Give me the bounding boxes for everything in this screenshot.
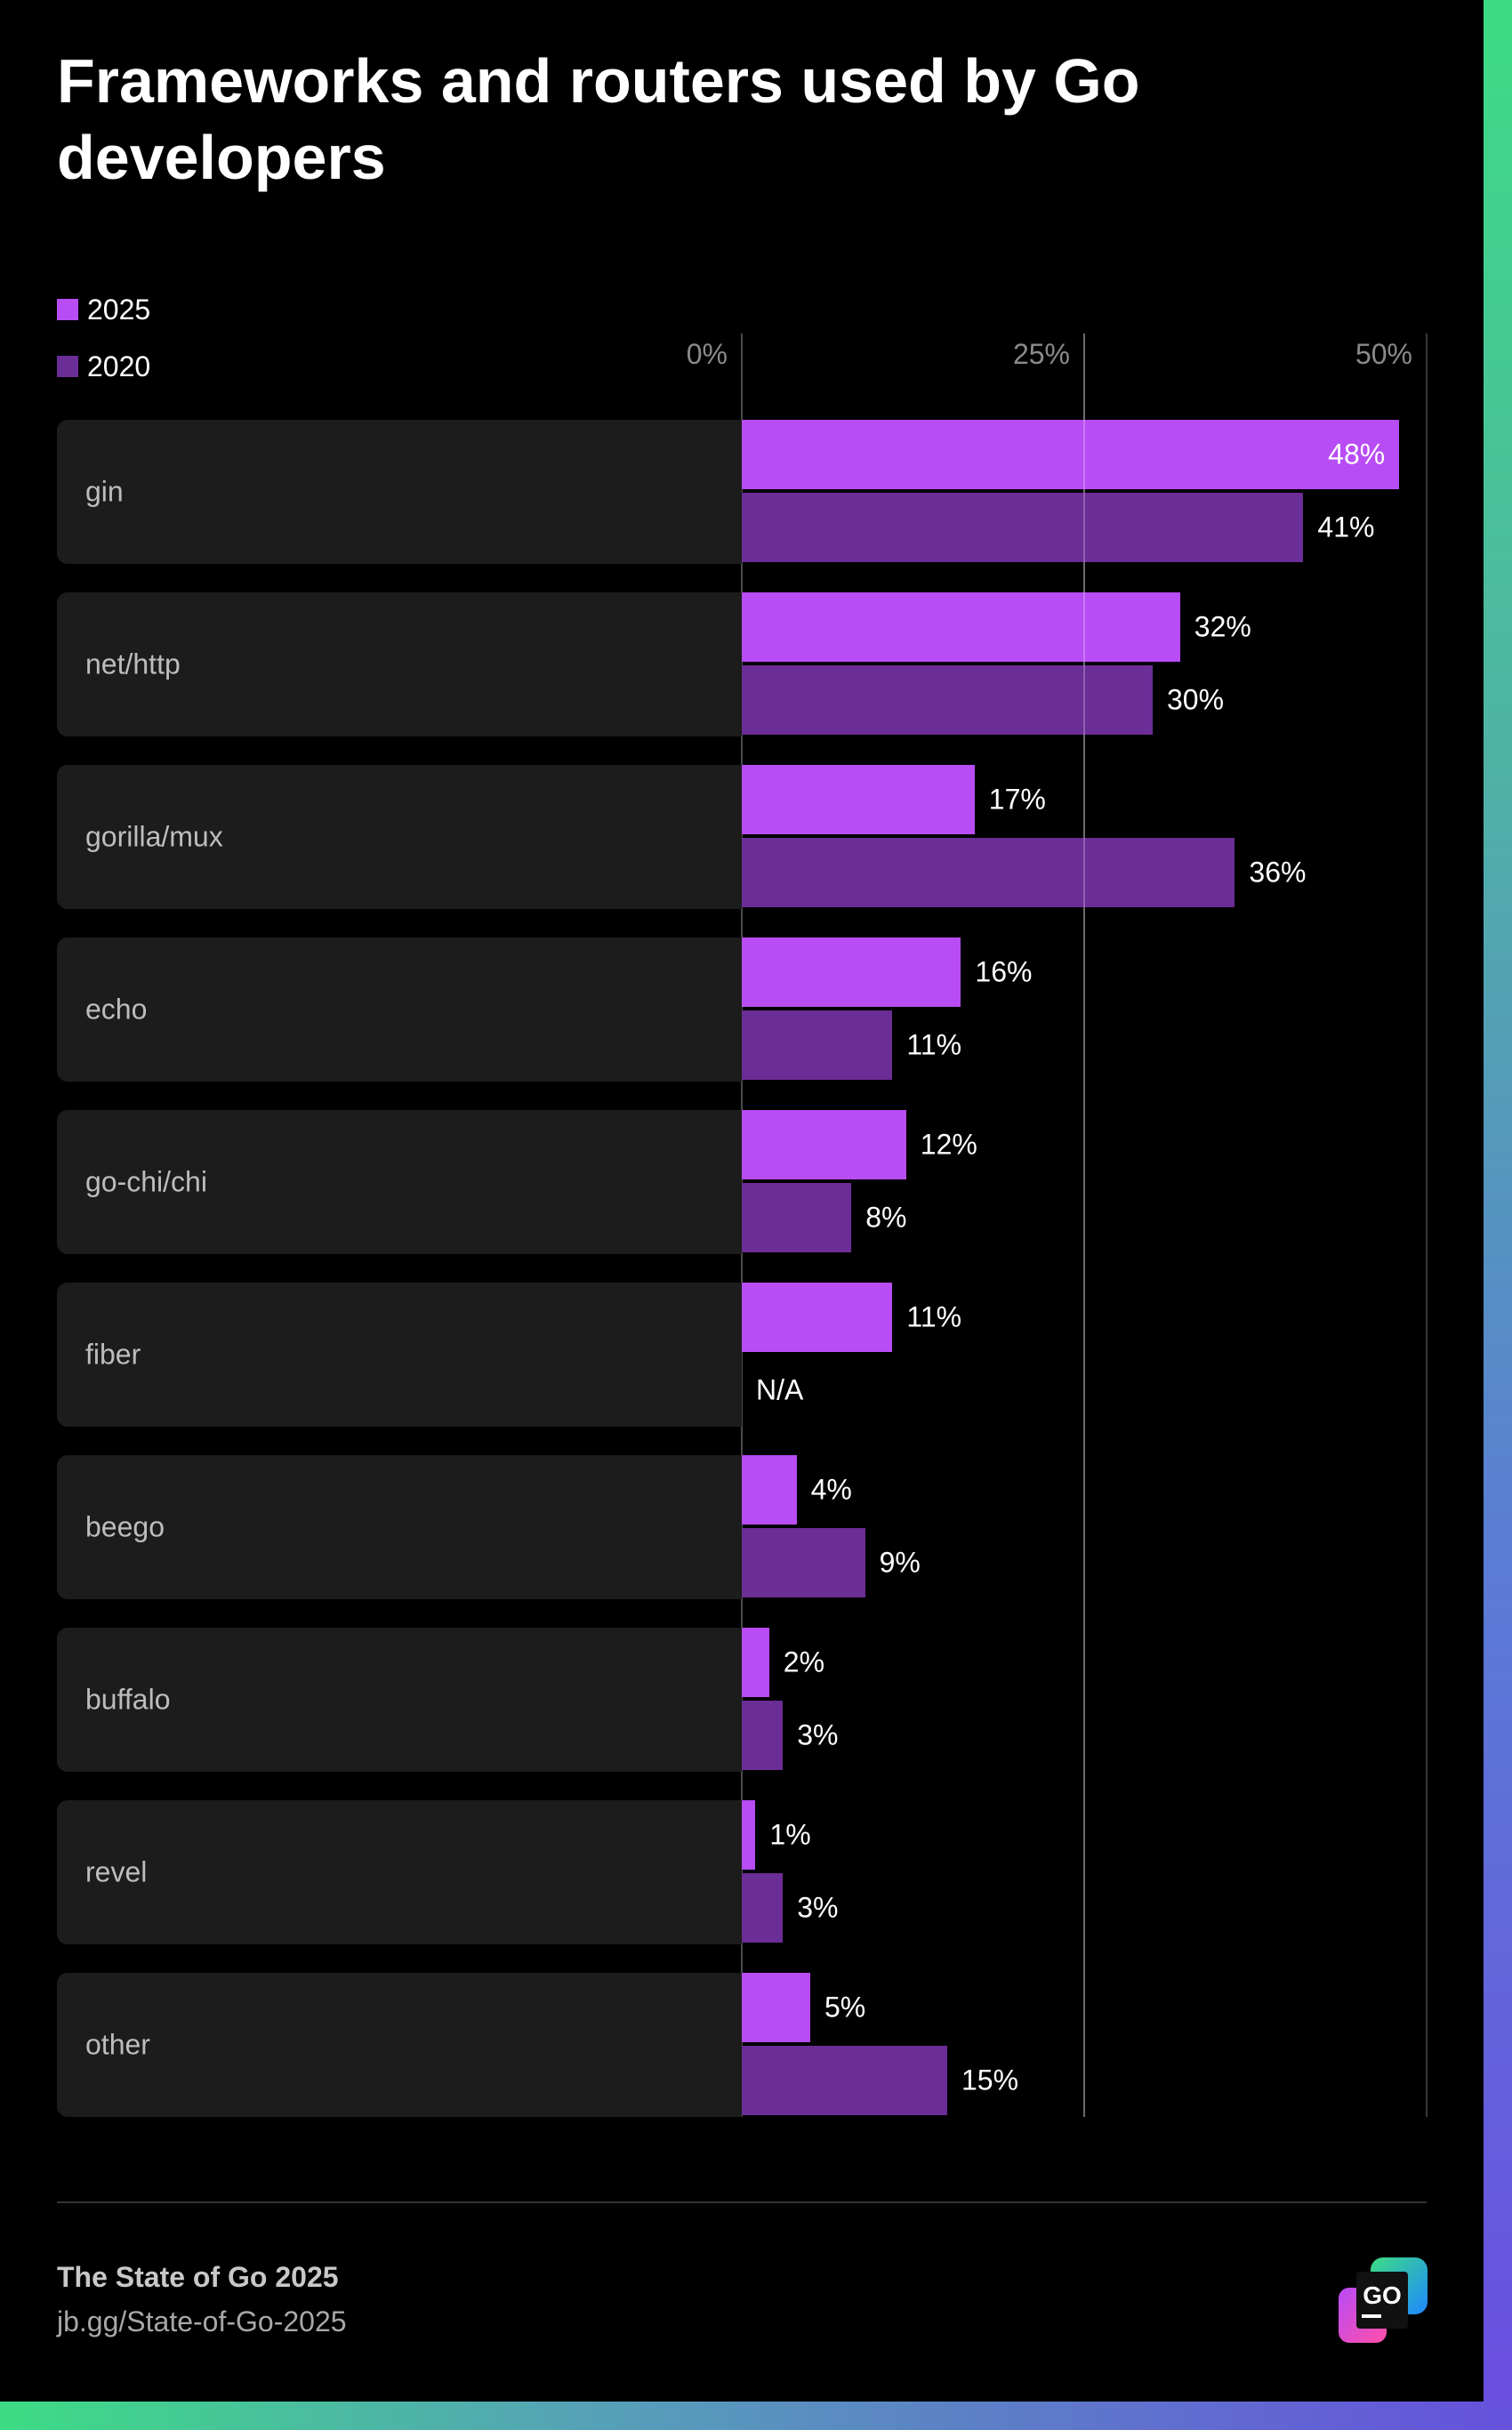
legend-swatch-2025 [57, 299, 78, 320]
bar-value-label-2025: 32% [1194, 610, 1251, 643]
gridline-overlay [1083, 334, 1085, 2117]
category-row-bg [57, 937, 742, 1082]
legend-item-2025: 2025 [57, 281, 150, 338]
legend-item-2020: 2020 [57, 338, 150, 395]
bar-2025 [742, 420, 1400, 489]
bar-value-label-2025: 1% [769, 1818, 811, 1851]
bar-2020 [742, 493, 1304, 562]
bar-value-label-2025: 2% [783, 1645, 825, 1678]
bar-value-label-2025: 5% [824, 1991, 866, 2024]
bar-value-label-2025: 16% [975, 955, 1033, 988]
legend-swatch-2020 [57, 356, 78, 377]
bar-value-label-2020: 15% [961, 2064, 1019, 2096]
category-label: beego [85, 1510, 165, 1543]
category-row-bg [57, 1110, 742, 1254]
bar-2025 [742, 1455, 797, 1525]
bar-2020 [742, 1010, 893, 1080]
bar-2020 [742, 838, 1235, 907]
category-row-bg [57, 1283, 742, 1427]
bar-2020 [742, 1528, 865, 1597]
bar-value-label-2020: 3% [797, 1718, 839, 1751]
x-tick-label: 0% [686, 338, 728, 370]
bar-value-label-2020: 9% [879, 1546, 921, 1579]
footer-title: The State of Go 2025 [57, 2261, 339, 2293]
category-label: revel [85, 1855, 148, 1888]
bar-2025 [742, 1800, 756, 1870]
go-logo-icon: GO [1339, 2257, 1428, 2343]
footer-link[interactable]: jb.gg/State-of-Go-2025 [57, 2305, 347, 2337]
bar-value-label-2025: 17% [988, 783, 1046, 816]
footer-divider [57, 2201, 1427, 2203]
bar-2025 [742, 592, 1180, 662]
bar-2025 [742, 765, 975, 834]
category-row-bg [57, 1628, 742, 1772]
bar-value-label-2020: 36% [1249, 856, 1307, 889]
category-label: gorilla/mux [85, 820, 223, 853]
bar-2020 [742, 1873, 784, 1943]
category-row-bg [57, 420, 742, 564]
category-row-bg [57, 765, 742, 909]
category-label: buffalo [85, 1683, 171, 1716]
bar-2025 [742, 937, 961, 1007]
gridline-2 [1426, 334, 1428, 2117]
legend: 2025 2020 [57, 281, 150, 395]
bar-2020 [742, 2046, 947, 2115]
category-label: echo [85, 993, 148, 1026]
legend-label-2025: 2025 [87, 293, 151, 326]
category-row-bg [57, 1973, 742, 2117]
category-row-bg [57, 592, 742, 736]
chart-panel: Frameworks and routers used by Go develo… [57, 46, 1428, 2343]
legend-label-2020: 2020 [87, 350, 151, 382]
chart-title: Frameworks and routers used by Go develo… [57, 46, 1140, 192]
category-row-bg [57, 1800, 742, 1944]
x-tick-label: 25% [1012, 338, 1070, 370]
bar-2020 [742, 665, 1153, 735]
bar-value-label-2020: 30% [1167, 683, 1225, 716]
category-label: net/http [85, 648, 181, 680]
bar-2025 [742, 1110, 906, 1179]
x-tick-label: 50% [1355, 338, 1412, 370]
category-row-bg [57, 1455, 742, 1599]
bar-2025 [742, 1283, 893, 1352]
gradient-frame-right [1484, 0, 1512, 2430]
bar-value-label-2020: 41% [1317, 511, 1375, 543]
gridline-1 [1083, 334, 1085, 2117]
bar-value-label-2020: N/A [756, 1373, 804, 1406]
go-logo-text: GO [1363, 2281, 1402, 2309]
bar-value-label-2020: 3% [797, 1891, 839, 1924]
gradient-frame-bottom [0, 2402, 1512, 2430]
bar-value-label-2025: 4% [810, 1473, 852, 1506]
bar-value-label-2020: 8% [865, 1201, 907, 1234]
category-label: fiber [85, 1338, 141, 1371]
bar-value-label-2020: 11% [906, 1028, 962, 1061]
category-label: go-chi/chi [85, 1165, 207, 1198]
category-label: gin [85, 475, 124, 508]
category-label: other [85, 2028, 150, 2061]
bar-value-label-2025: 11% [906, 1300, 962, 1333]
bar-2020 [742, 1183, 852, 1252]
bar-value-label-2025: 12% [920, 1128, 977, 1161]
bar-2025 [742, 1973, 810, 2042]
bar-value-label-2025: 48% [1328, 438, 1386, 471]
bar-2025 [742, 1628, 769, 1697]
bar-2020 [742, 1701, 784, 1770]
